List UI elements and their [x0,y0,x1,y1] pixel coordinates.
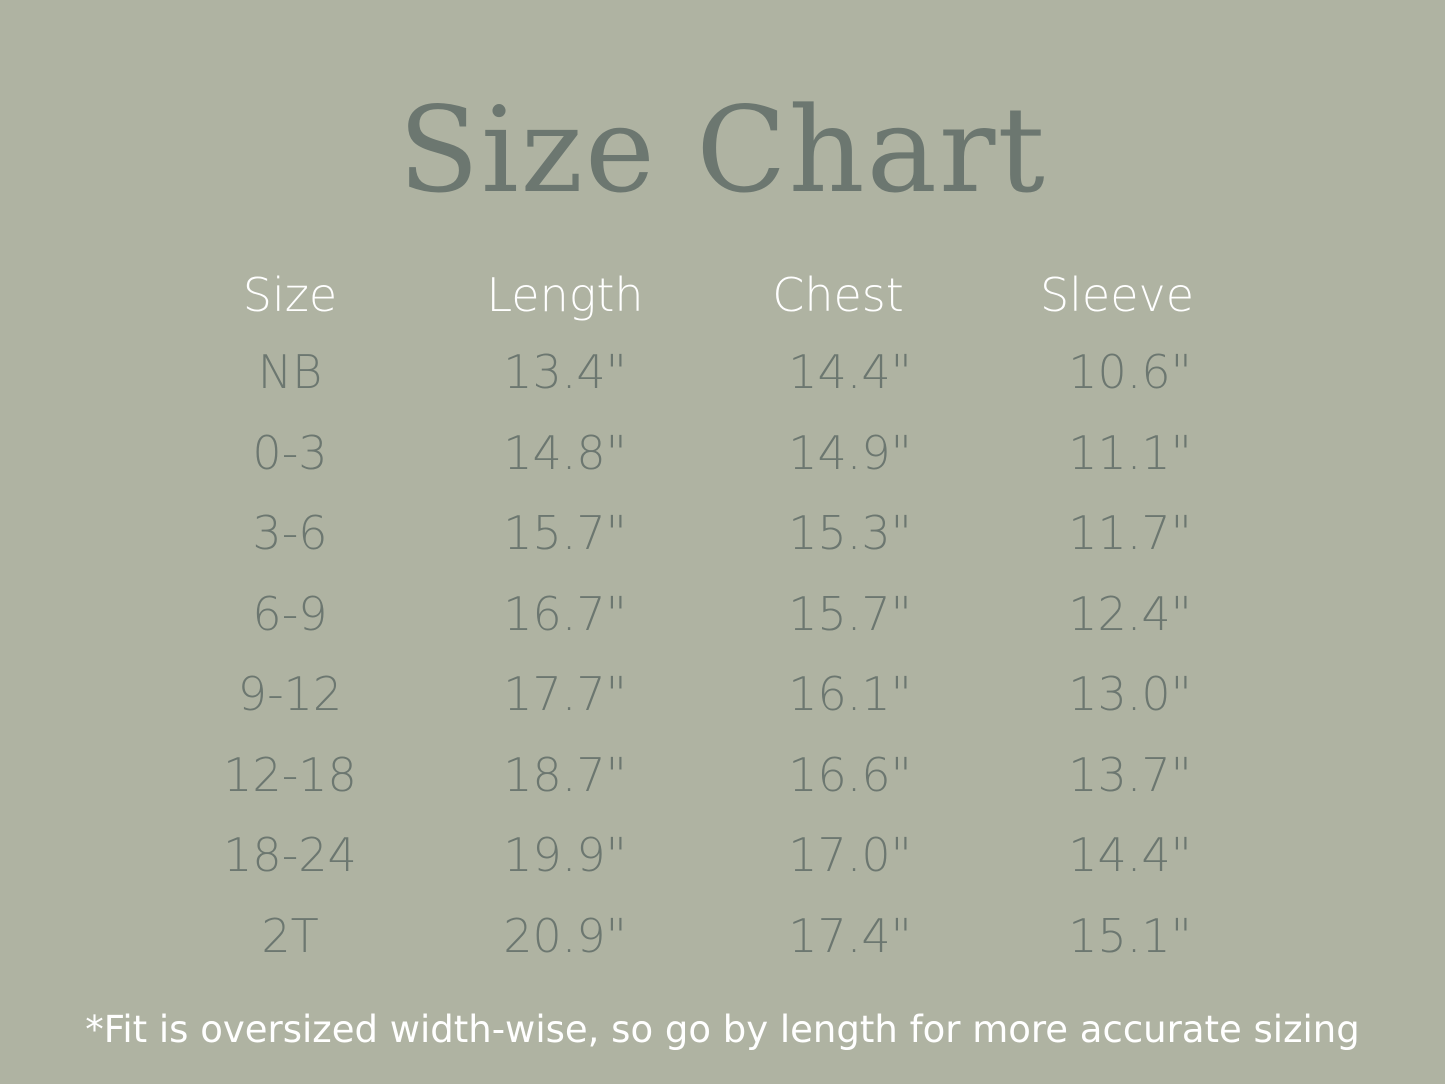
cell-sleeve: 13.7" [1068,747,1192,802]
cell-length: 17.7" [503,667,627,721]
table-row: 2T 20.9" 17.4" 15.1" [0,901,1445,971]
table-row: 12-18 18.7" 16.6" 13.7" [0,740,1445,810]
cell-chest: 16.6" [788,747,912,802]
cell-size: 12-18 [223,747,357,802]
table-row: 18-24 19.9" 17.0" 14.4" [0,820,1445,890]
table-row: 3-6 15.7" 15.3" 11.7" [0,498,1445,568]
page-title: Size Chart [398,81,1047,219]
cell-chest: 15.3" [788,506,912,560]
cell-size: 3-6 [252,506,328,560]
cell-sleeve: 13.0" [1068,667,1192,721]
cell-length: 16.7" [503,586,627,641]
cell-length: 18.7" [503,747,627,802]
header-sleeve: Sleeve [1039,268,1195,322]
cell-sleeve: 10.6" [1068,345,1192,399]
cell-size: 0-3 [252,425,328,480]
cell-chest: 16.1" [788,667,912,721]
header-size: Size [242,268,338,322]
cell-size: 18-24 [223,828,357,882]
table-row: NB 13.4" 14.4" 10.6" [0,337,1445,407]
cell-sleeve: 14.4" [1068,828,1192,882]
cell-length: 20.9" [503,908,627,963]
cell-chest: 17.4" [788,908,912,963]
cell-size: 2T [261,908,319,963]
cell-length: 14.8" [503,425,627,480]
table-header: Size Length Chest Sleeve [0,260,1445,330]
header-chest: Chest [772,268,904,322]
cell-length: 15.7" [503,506,627,560]
cell-sleeve: 12.4" [1068,586,1192,641]
cell-chest: 15.7" [788,586,912,641]
cell-sleeve: 11.7" [1068,506,1192,560]
footnote: *Fit is oversized width-wise, so go by l… [85,1008,1360,1051]
table-row: 6-9 16.7" 15.7" 12.4" [0,579,1445,649]
cell-length: 19.9" [503,828,627,882]
cell-chest: 14.4" [788,345,912,399]
cell-size: NB [257,345,323,399]
table-row: 9-12 17.7" 16.1" 13.0" [0,659,1445,729]
cell-size: 6-9 [252,586,328,641]
header-length: Length [486,268,644,322]
cell-size: 9-12 [237,667,343,721]
cell-chest: 14.9" [788,425,912,480]
cell-sleeve: 15.1" [1068,908,1192,963]
cell-chest: 17.0" [788,828,912,882]
cell-sleeve: 11.1" [1068,425,1192,480]
table-row: 0-3 14.8" 14.9" 11.1" [0,418,1445,488]
cell-length: 13.4" [503,345,627,399]
